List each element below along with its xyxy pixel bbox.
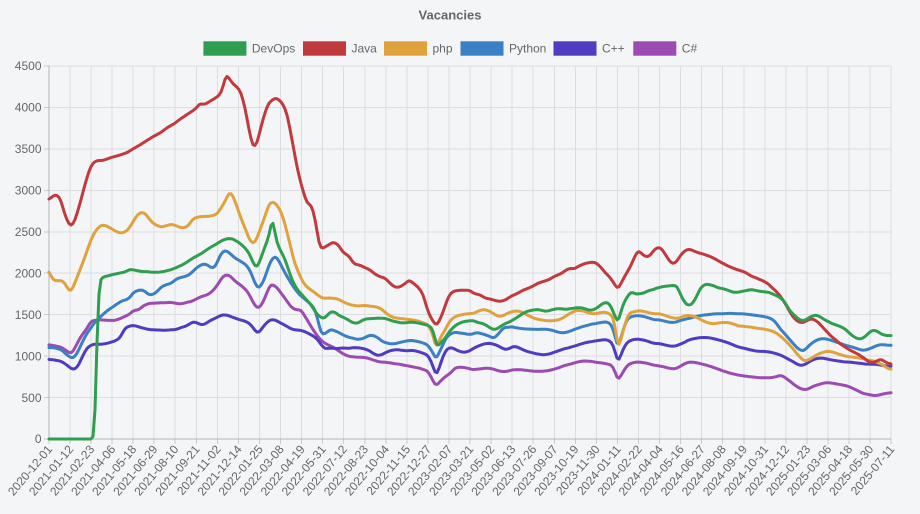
svg-text:2500: 2500 bbox=[15, 225, 42, 239]
svg-text:2000: 2000 bbox=[15, 266, 42, 280]
svg-text:4000: 4000 bbox=[15, 101, 42, 115]
svg-text:3000: 3000 bbox=[15, 184, 42, 198]
svg-text:Vacancies: Vacancies bbox=[419, 8, 482, 23]
svg-text:Java: Java bbox=[352, 41, 378, 55]
svg-text:C#: C# bbox=[682, 41, 698, 55]
svg-text:DevOps: DevOps bbox=[252, 41, 295, 55]
svg-text:0: 0 bbox=[35, 432, 42, 446]
svg-text:php: php bbox=[433, 41, 453, 55]
svg-text:1500: 1500 bbox=[15, 308, 42, 322]
svg-text:Python: Python bbox=[509, 41, 546, 55]
svg-text:4500: 4500 bbox=[15, 59, 42, 73]
svg-text:500: 500 bbox=[21, 391, 41, 405]
svg-text:1000: 1000 bbox=[15, 349, 42, 363]
svg-text:3500: 3500 bbox=[15, 142, 42, 156]
svg-text:C++: C++ bbox=[602, 41, 625, 55]
